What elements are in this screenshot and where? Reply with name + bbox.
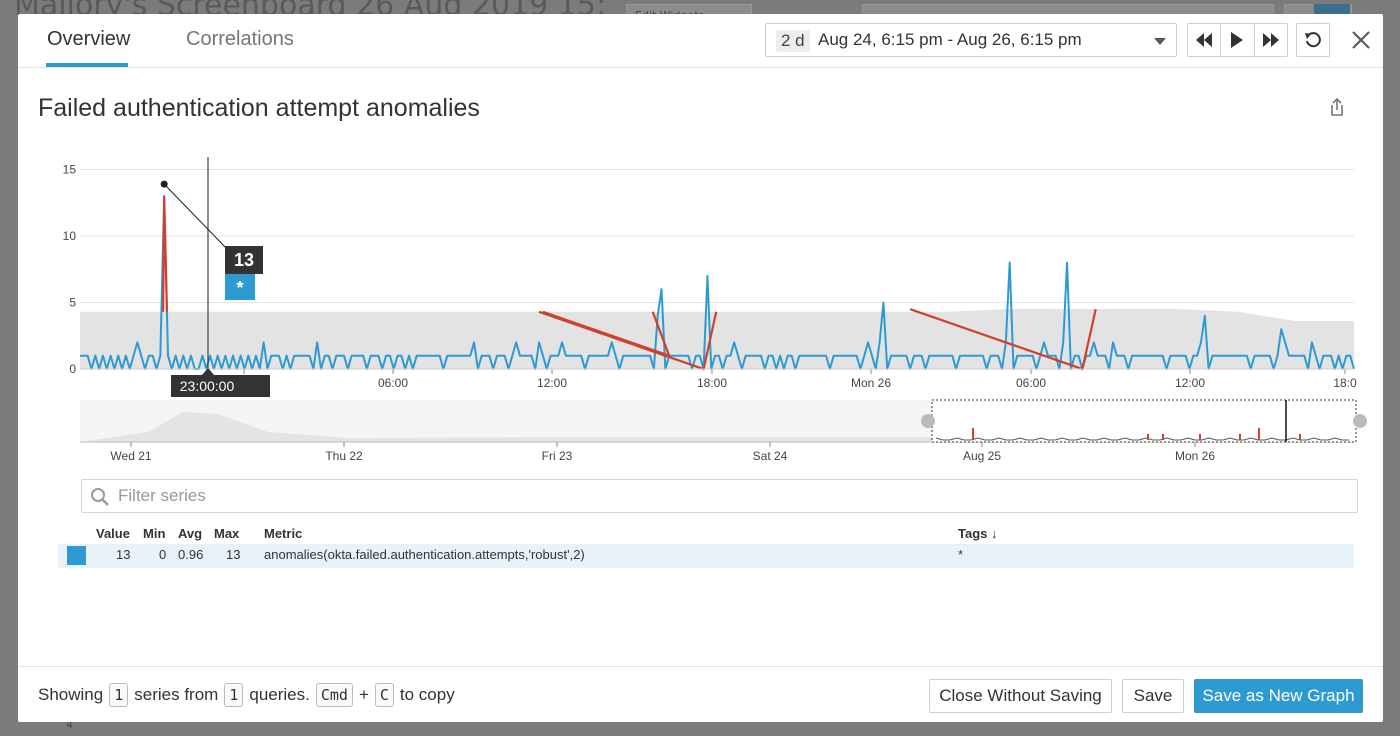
legend-metric: anomalies(okta.failed.authentication.att… <box>264 547 585 562</box>
time-navigation <box>1187 23 1288 57</box>
legend-header-value[interactable]: Value <box>96 526 130 541</box>
play-button[interactable] <box>1221 24 1255 56</box>
copy-hint: Showing 1 series from 1 queries. Cmd + C… <box>38 683 455 707</box>
time-tooltip-box <box>171 375 270 397</box>
x-tick-label: 06:00 <box>378 376 408 390</box>
filter-series-input[interactable] <box>116 484 1316 508</box>
y-tick-label: 0 <box>69 362 76 376</box>
legend-header-max[interactable]: Max <box>214 526 240 541</box>
share-icon[interactable] <box>1326 96 1348 118</box>
key-c: C <box>374 683 394 707</box>
tooltip-leader <box>163 183 229 251</box>
time-tooltip-arrow <box>202 368 214 375</box>
key-cmd: Cmd <box>315 683 353 707</box>
plus-text: + <box>358 685 369 704</box>
time-tooltip-text: 23:00:00 <box>180 378 235 394</box>
undo-icon <box>1305 32 1321 48</box>
to-copy-text: to copy <box>399 685 455 704</box>
x-tick-label: 18:00 <box>697 376 727 390</box>
legend-header-tags[interactable]: Tags ↓ <box>958 526 998 541</box>
legend-header-avg[interactable]: Avg <box>178 526 203 541</box>
navigator-left-handle[interactable] <box>921 414 935 428</box>
x-tick-label: 18:0 <box>1333 376 1357 390</box>
chevron-down-icon <box>1154 38 1166 45</box>
navigator-tick-label: Mon 26 <box>1175 449 1215 463</box>
tab-correlations[interactable]: Correlations <box>186 28 294 50</box>
timeframe-badge: 2 d <box>776 30 810 52</box>
navigator-tick-label: Wed 21 <box>110 449 151 463</box>
modal-footer: Showing 1 series from 1 queries. Cmd + C… <box>18 666 1383 722</box>
save-button[interactable]: Save <box>1122 679 1184 713</box>
rewind-icon <box>1196 33 1213 47</box>
legend-avg: 0.96 <box>178 547 204 562</box>
x-tick-label: 12:00 <box>1175 376 1205 390</box>
filter-series-box[interactable] <box>81 479 1358 513</box>
tab-overview[interactable]: Overview <box>47 28 131 50</box>
reset-button[interactable] <box>1296 23 1330 57</box>
legend-value: 13 <box>116 547 131 562</box>
series-count: 1 <box>109 683 129 707</box>
close-without-saving-button[interactable]: Close Without Saving <box>929 679 1112 713</box>
tooltip-value-box <box>225 246 263 274</box>
tooltip-value: 13 <box>234 250 254 270</box>
navigator-selection <box>931 399 1357 443</box>
showing-text: Showing <box>38 685 104 704</box>
x-tick-label: 12:00 <box>537 376 567 390</box>
tooltip-tag: * <box>236 278 243 298</box>
navigator-mini-series <box>935 437 1349 441</box>
navigator-tick-label: Aug 25 <box>963 449 1001 463</box>
anomaly-spike <box>542 310 672 358</box>
graph-editor-modal: Overview Correlations 2 d Aug 24, 6:15 p… <box>18 14 1383 722</box>
legend-min: 0 <box>159 547 167 562</box>
close-icon <box>1352 31 1370 49</box>
queries-text: queries. <box>249 685 310 704</box>
anomaly-spike <box>162 196 169 312</box>
legend-header-min[interactable]: Min <box>143 526 166 541</box>
dashboard-axis-tick: 4 <box>66 718 73 731</box>
rewind-button[interactable] <box>1188 24 1222 56</box>
anomaly-band <box>80 309 1354 369</box>
graph-title: Failed authentication attempt anomalies <box>38 94 480 122</box>
legend-header-metric[interactable]: Metric <box>264 526 303 541</box>
series-color-swatch <box>67 546 86 565</box>
legend-max: 13 <box>226 547 241 562</box>
timeframe-range: Aug 24, 6:15 pm - Aug 26, 6:15 pm <box>818 30 1082 49</box>
y-tick-label: 15 <box>63 163 77 177</box>
legend-tags: * <box>958 547 964 562</box>
query-count: 1 <box>224 683 244 707</box>
tooltip-tag-box <box>225 274 255 300</box>
navigator-tick-label: Sat 24 <box>753 449 788 463</box>
tab-bar: Overview Correlations 2 d Aug 24, 6:15 p… <box>18 14 1383 68</box>
search-icon <box>91 488 109 506</box>
x-tick-label: 06:00 <box>1016 376 1046 390</box>
y-tick-label: 5 <box>69 296 76 310</box>
series-from-text: series from <box>134 685 219 704</box>
y-tick-label: 10 <box>63 229 77 243</box>
timeframe-selector[interactable]: 2 d Aug 24, 6:15 pm - Aug 26, 6:15 pm <box>765 23 1177 57</box>
navigator-right-handle[interactable] <box>1353 414 1367 428</box>
x-tick-label: Mon 26 <box>851 376 891 390</box>
close-button[interactable] <box>1348 27 1374 53</box>
navigator-tick-label: Thu 22 <box>325 449 363 463</box>
navigator-tick-label: Fri 23 <box>542 449 573 463</box>
active-tab-indicator <box>46 63 128 67</box>
legend-row[interactable]: 13 0 0.96 13 anomalies(okta.failed.authe… <box>58 544 1354 568</box>
fast-forward-button[interactable] <box>1255 24 1287 56</box>
save-as-new-graph-button[interactable]: Save as New Graph <box>1194 679 1363 713</box>
play-icon <box>1231 32 1244 48</box>
series-line <box>80 195 1355 370</box>
fast-forward-icon <box>1262 33 1279 47</box>
